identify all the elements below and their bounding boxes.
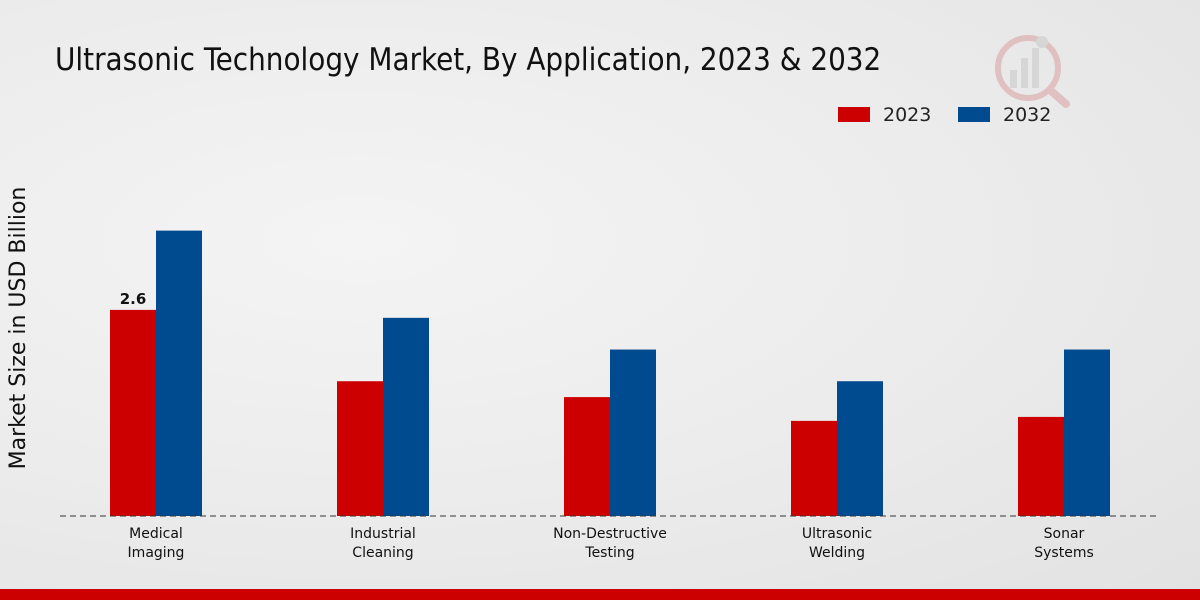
x-tick-label: Industrial Cleaning	[350, 526, 416, 561]
legend-label-2032: 2032	[1003, 104, 1051, 126]
bar-2032-industrial-cleaning	[383, 317, 429, 516]
bar-2032-ultrasonic-welding	[837, 381, 883, 516]
legend-label-2023: 2023	[883, 104, 931, 126]
x-tick-label-line: Medical	[129, 526, 183, 542]
y-axis-label: Market Size in USD Billion	[6, 187, 31, 470]
x-tick-label: Ultrasonic Welding	[802, 526, 872, 561]
legend-swatch-2032	[958, 107, 990, 122]
bar-2032-medical-imaging	[156, 230, 202, 517]
x-tick-label-line: Sonar	[1044, 526, 1085, 542]
chart-title: Ultrasonic Technology Market, By Applica…	[55, 42, 881, 78]
bars-group: 2.6	[110, 230, 1110, 517]
legend-swatch-2023	[838, 107, 870, 122]
bar-2023-non-destructive-testing	[564, 397, 610, 516]
x-axis-ticks: Medical Imaging Industrial Cleaning Non-Dest…	[128, 526, 1094, 561]
x-tick-label-line: Testing	[584, 545, 634, 561]
x-tick-label: Non-Destructive Testing	[553, 526, 667, 561]
bar-2023-industrial-cleaning	[337, 381, 383, 516]
x-tick-label-line: Imaging	[128, 545, 185, 561]
x-tick-label: Medical Imaging	[128, 526, 185, 561]
data-label: 2.6	[120, 290, 147, 308]
bar-2032-sonar-systems	[1064, 349, 1110, 516]
x-tick-label-line: Welding	[809, 545, 865, 561]
bar-2023-ultrasonic-welding	[791, 420, 837, 516]
legend: 2023 2032	[838, 104, 1051, 126]
x-tick-label-line: Non-Destructive	[553, 526, 667, 542]
bar-2023-medical-imaging	[110, 309, 156, 516]
bar-2023-sonar-systems	[1018, 416, 1064, 516]
bar-2032-non-destructive-testing	[610, 349, 656, 516]
x-tick-label: Sonar Systems	[1034, 526, 1094, 561]
x-tick-label-line: Industrial	[350, 526, 416, 542]
x-tick-label-line: Ultrasonic	[802, 526, 872, 542]
chart-magnifier-logo-icon	[995, 35, 1070, 108]
x-tick-label-line: Cleaning	[352, 545, 413, 561]
bottom-accent-bar	[0, 589, 1200, 600]
x-tick-label-line: Systems	[1034, 545, 1094, 561]
